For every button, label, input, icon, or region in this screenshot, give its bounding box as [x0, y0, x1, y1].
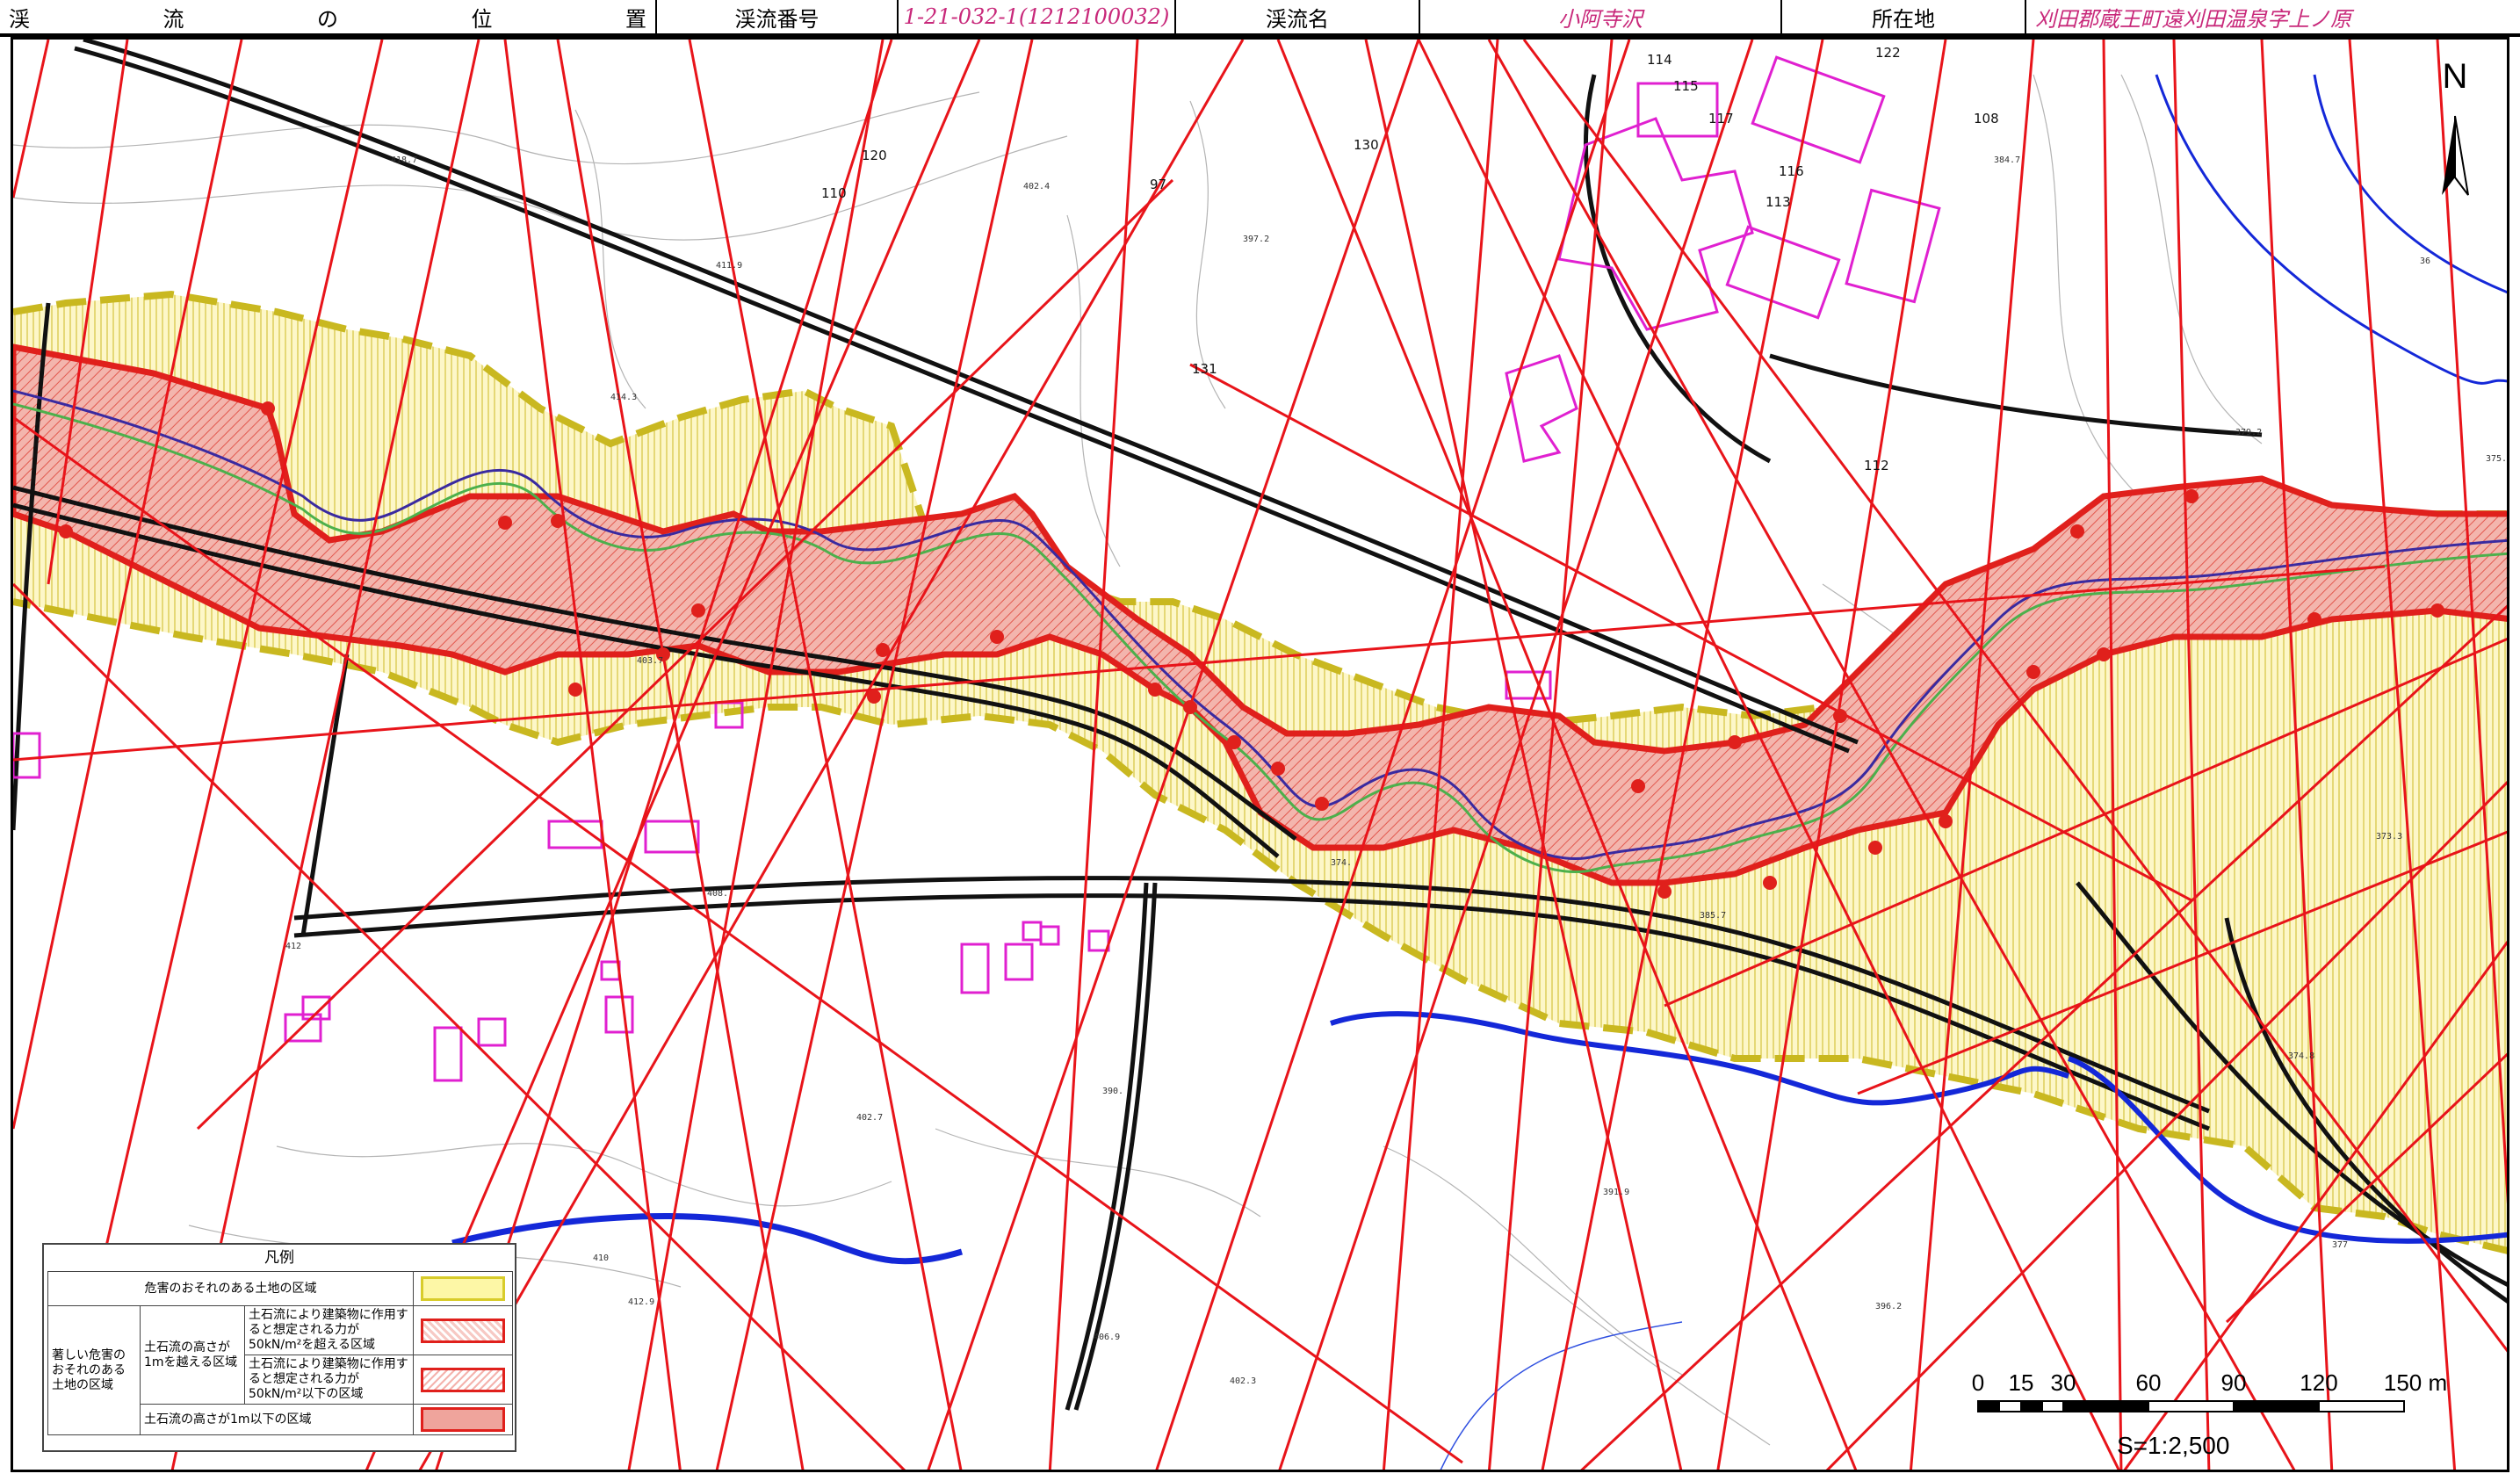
position-label: 渓 流 の 位 置	[0, 0, 657, 33]
legend-title: 凡例	[264, 1249, 294, 1267]
legend-table: 危害のおそれのある土地の区域 著しい危害のおそれのある土地の区域 土石流の高さが…	[47, 1271, 513, 1435]
stream-name-value: 小阿寺沢	[1420, 0, 1782, 33]
scale-bar-segments	[1977, 1400, 2405, 1412]
map-svg: 114 115 122 117 116 113 120 110 97 130 1…	[13, 40, 2507, 1470]
position-char: の	[317, 6, 338, 32]
north-arrow-icon	[2442, 116, 2455, 195]
header-bar: 渓 流 の 位 置 渓流番号 1-21-032-1(1212100032) 渓流…	[0, 0, 2520, 37]
point-label: 114	[1647, 52, 1672, 68]
point-label: 97	[1150, 177, 1166, 192]
legend-swatch-height-under	[421, 1407, 505, 1432]
elevation-label: 375.	[2486, 454, 2507, 464]
scale-tick: 0	[1972, 1369, 1984, 1396]
elevation-label: 410	[593, 1253, 609, 1263]
point-label: 131	[1192, 361, 1217, 377]
section-points	[59, 401, 2444, 899]
elevation-label: 412.9	[628, 1297, 654, 1307]
point-label: 113	[1765, 194, 1791, 210]
elevation-label: 414.3	[610, 393, 637, 402]
elevation-label: 390.	[1102, 1087, 1123, 1096]
scale-ratio: S=1:2,500	[2117, 1432, 2229, 1459]
map-legend: 凡例 危害のおそれのある土地の区域 著しい危害のおそれのある土地の区域 土石流の…	[42, 1243, 516, 1452]
north-arrow: N	[2424, 54, 2486, 204]
location-value: 刈田郡蔵王町遠刈田温泉字上ノ原	[2035, 6, 2351, 32]
legend-hazard-label: 危害のおそれのある土地の区域	[47, 1271, 414, 1306]
scale-bar: 0 15 30 60 90 120 150 m S=1:2,500	[1968, 1366, 2459, 1471]
elevation-label: 397.2	[1243, 235, 1269, 244]
legend-swatch-hazard	[421, 1276, 505, 1301]
elevation-label: 396.2	[1875, 1302, 1902, 1311]
point-label: 115	[1673, 78, 1699, 94]
legend-swatch-force-over	[421, 1318, 505, 1343]
position-char: 流	[162, 6, 184, 32]
position-char: 渓	[9, 6, 30, 32]
elevation-label: 402.3	[1230, 1376, 1256, 1386]
scale-tick: 60	[2136, 1369, 2162, 1396]
legend-force-under-label: 土石流により建築物に作用すると想定される力が50kN/m²以下の区域	[244, 1355, 414, 1405]
stream-name-label: 渓流名	[1176, 0, 1420, 33]
stream-channel	[13, 74, 2507, 1470]
elevation-label: 384.7	[1994, 155, 2020, 165]
elevation-label: 377	[2332, 1240, 2348, 1250]
location-label: 所在地	[1782, 0, 2026, 33]
hazard-zone-border	[13, 598, 2507, 1254]
map-canvas[interactable]: 114 115 122 117 116 113 120 110 97 130 1…	[11, 37, 2509, 1472]
point-label: 122	[1875, 45, 1901, 61]
elevation-labels: 418.7 402.4 397.2 414.3 411.9 403.7 402.…	[285, 155, 2507, 1386]
north-label: N	[2443, 57, 2468, 96]
contour-lines	[13, 74, 2263, 1446]
point-label: 117	[1708, 111, 1734, 126]
legend-severe-group-label: 著しい危害のおそれのある土地の区域	[47, 1305, 141, 1435]
elevation-label: 391.9	[1603, 1188, 1629, 1197]
point-label: 120	[862, 148, 887, 163]
stream-number-value: 1-21-032-1(1212100032)	[899, 0, 1176, 33]
elevation-label: 412	[285, 942, 301, 951]
elevation-label: 411.9	[716, 261, 742, 271]
point-label: 108	[1974, 111, 1999, 126]
point-label: 116	[1779, 163, 1804, 179]
elevation-label: 379.2	[2235, 428, 2262, 437]
elevation-label: 408.	[707, 889, 728, 899]
buildings	[13, 55, 1941, 1082]
elevation-label: 36	[2420, 256, 2430, 266]
scale-tick: 90	[2221, 1369, 2247, 1396]
point-label: 130	[1354, 137, 1379, 153]
stream-number-label: 渓流番号	[657, 0, 899, 33]
elevation-label: 402.7	[856, 1113, 883, 1123]
position-char: 位	[471, 6, 493, 32]
scale-ticks: 0 15 30 60 90 120 150 m	[1972, 1369, 2447, 1396]
legend-height-over-label: 土石流の高さが1mを越える区域	[140, 1305, 245, 1405]
position-char: 置	[625, 6, 646, 32]
section-lines	[13, 40, 2507, 1470]
elevation-label: 374.	[1331, 858, 1352, 868]
legend-swatch-force-under	[421, 1367, 505, 1392]
legend-force-over-label: 土石流により建築物に作用すると想定される力が50kN/m²を超える区域	[244, 1305, 414, 1355]
elevation-label: 418.7	[391, 155, 417, 165]
legend-height-under-label: 土石流の高さが1m以下の区域	[140, 1404, 414, 1435]
elevation-label: 403.7	[637, 656, 663, 666]
scale-tick: 150 m	[2384, 1369, 2447, 1396]
elevation-label: 402.4	[1023, 182, 1050, 191]
point-label: 112	[1864, 458, 1889, 473]
scale-tick: 15	[2009, 1369, 2034, 1396]
elevation-label: 385.7	[1700, 911, 1726, 921]
point-label: 110	[821, 185, 847, 201]
point-labels: 114 115 122 117 116 113 120 110 97 130 1…	[821, 45, 1999, 473]
elevation-label: 374.8	[2288, 1051, 2314, 1061]
scale-tick: 120	[2300, 1369, 2337, 1396]
elevation-label: 373.3	[2376, 832, 2402, 842]
elevation-label: 406.9	[1094, 1333, 1120, 1342]
scale-tick: 30	[2051, 1369, 2076, 1396]
